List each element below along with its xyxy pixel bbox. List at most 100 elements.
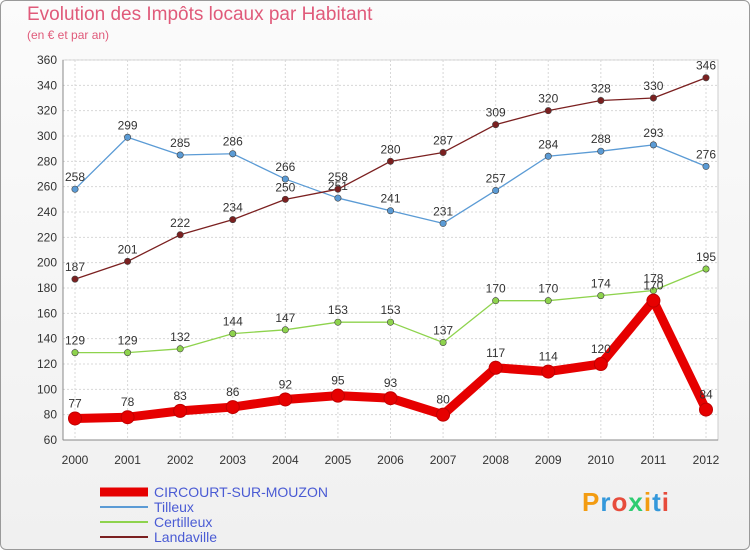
y-tick-label: 260 xyxy=(37,180,57,194)
data-label: 234 xyxy=(223,201,243,215)
data-label: 137 xyxy=(433,323,453,337)
data-label: 77 xyxy=(68,396,82,410)
data-label: 170 xyxy=(643,279,663,293)
data-label: 83 xyxy=(173,389,187,403)
data-point xyxy=(334,185,342,193)
data-label: 285 xyxy=(170,136,190,150)
data-point xyxy=(281,175,289,183)
data-point xyxy=(71,275,79,283)
y-tick-label: 180 xyxy=(37,281,57,295)
x-tick-label: 2003 xyxy=(219,453,246,467)
data-label: 170 xyxy=(538,282,558,296)
data-point xyxy=(541,364,556,379)
data-label: 92 xyxy=(279,377,293,391)
x-tick-label: 2002 xyxy=(167,453,194,467)
data-label: 258 xyxy=(65,170,85,184)
x-tick-label: 2011 xyxy=(641,453,667,467)
data-label: 93 xyxy=(384,376,398,390)
data-point xyxy=(225,400,240,415)
x-tick-label: 2008 xyxy=(482,453,509,467)
data-point xyxy=(334,194,342,202)
data-point xyxy=(649,141,657,149)
data-point xyxy=(229,150,237,158)
data-point xyxy=(436,407,451,422)
chart-title: Evolution des Impôts locaux par Habitant xyxy=(27,4,373,25)
x-tick-label: 2005 xyxy=(325,453,352,467)
y-tick-label: 160 xyxy=(37,306,57,320)
data-point xyxy=(229,330,237,338)
data-point xyxy=(488,360,503,375)
x-tick-label: 2012 xyxy=(693,453,720,467)
data-point xyxy=(597,292,605,300)
legend-label: Certilleux xyxy=(154,514,212,530)
y-tick-label: 80 xyxy=(44,408,58,422)
chart-subtitle: (en € et par an) xyxy=(27,28,110,42)
data-point xyxy=(176,231,184,239)
data-label: 147 xyxy=(275,311,295,325)
logo-letter: x xyxy=(628,487,644,517)
data-label: 86 xyxy=(226,385,240,399)
data-label: 178 xyxy=(643,272,663,286)
data-point xyxy=(702,74,710,82)
data-label: 78 xyxy=(121,395,135,409)
proxiti-logo: Proxiti xyxy=(582,487,670,518)
data-label: 95 xyxy=(331,374,345,388)
data-label: 174 xyxy=(591,277,611,291)
data-label: 132 xyxy=(170,330,190,344)
x-tick-label: 2007 xyxy=(430,453,457,467)
y-tick-label: 240 xyxy=(37,205,57,219)
logo-letter: t xyxy=(652,487,662,517)
data-label: 84 xyxy=(699,388,713,402)
y-tick-label: 300 xyxy=(37,129,57,143)
data-label: 320 xyxy=(538,92,558,106)
x-tick-label: 2001 xyxy=(114,453,141,467)
data-point xyxy=(124,133,132,141)
data-point xyxy=(597,97,605,105)
data-label: 284 xyxy=(538,137,558,151)
data-point xyxy=(71,185,79,193)
data-label: 201 xyxy=(118,242,138,256)
data-point xyxy=(699,402,713,417)
data-point xyxy=(492,297,500,305)
data-label: 250 xyxy=(275,180,295,194)
data-point xyxy=(281,195,289,203)
data-label: 293 xyxy=(643,126,663,140)
data-label: 129 xyxy=(118,334,138,348)
logo-letter: r xyxy=(600,487,612,517)
data-label: 328 xyxy=(591,82,611,96)
y-tick-label: 220 xyxy=(37,230,57,244)
x-tick-label: 2006 xyxy=(377,453,404,467)
data-label: 257 xyxy=(486,171,506,185)
data-point xyxy=(597,147,605,155)
data-point xyxy=(176,151,184,159)
data-point xyxy=(330,388,345,403)
data-label: 153 xyxy=(380,303,400,317)
logo-letter: P xyxy=(582,487,601,517)
data-label: 346 xyxy=(696,59,716,73)
data-point xyxy=(544,152,552,160)
data-label: 195 xyxy=(696,250,716,264)
data-label: 170 xyxy=(486,282,506,296)
data-point xyxy=(124,349,132,357)
data-point xyxy=(68,411,82,426)
legend-label: Tilleux xyxy=(154,499,194,515)
y-tick-label: 140 xyxy=(37,332,57,346)
data-label: 222 xyxy=(170,216,190,230)
data-point xyxy=(386,157,394,165)
data-point xyxy=(439,338,447,346)
data-point xyxy=(383,391,398,406)
data-label: 287 xyxy=(433,133,453,147)
logo-letter: i xyxy=(661,487,670,517)
data-label: 299 xyxy=(118,118,138,132)
x-tick-label: 2010 xyxy=(587,453,614,467)
data-point xyxy=(492,121,500,129)
data-label: 153 xyxy=(328,303,348,317)
data-point xyxy=(176,345,184,353)
data-point xyxy=(334,318,342,326)
data-label: 330 xyxy=(643,79,663,93)
y-tick-label: 280 xyxy=(37,154,57,168)
data-point xyxy=(544,107,552,115)
data-point xyxy=(173,403,188,418)
data-point xyxy=(229,216,237,224)
